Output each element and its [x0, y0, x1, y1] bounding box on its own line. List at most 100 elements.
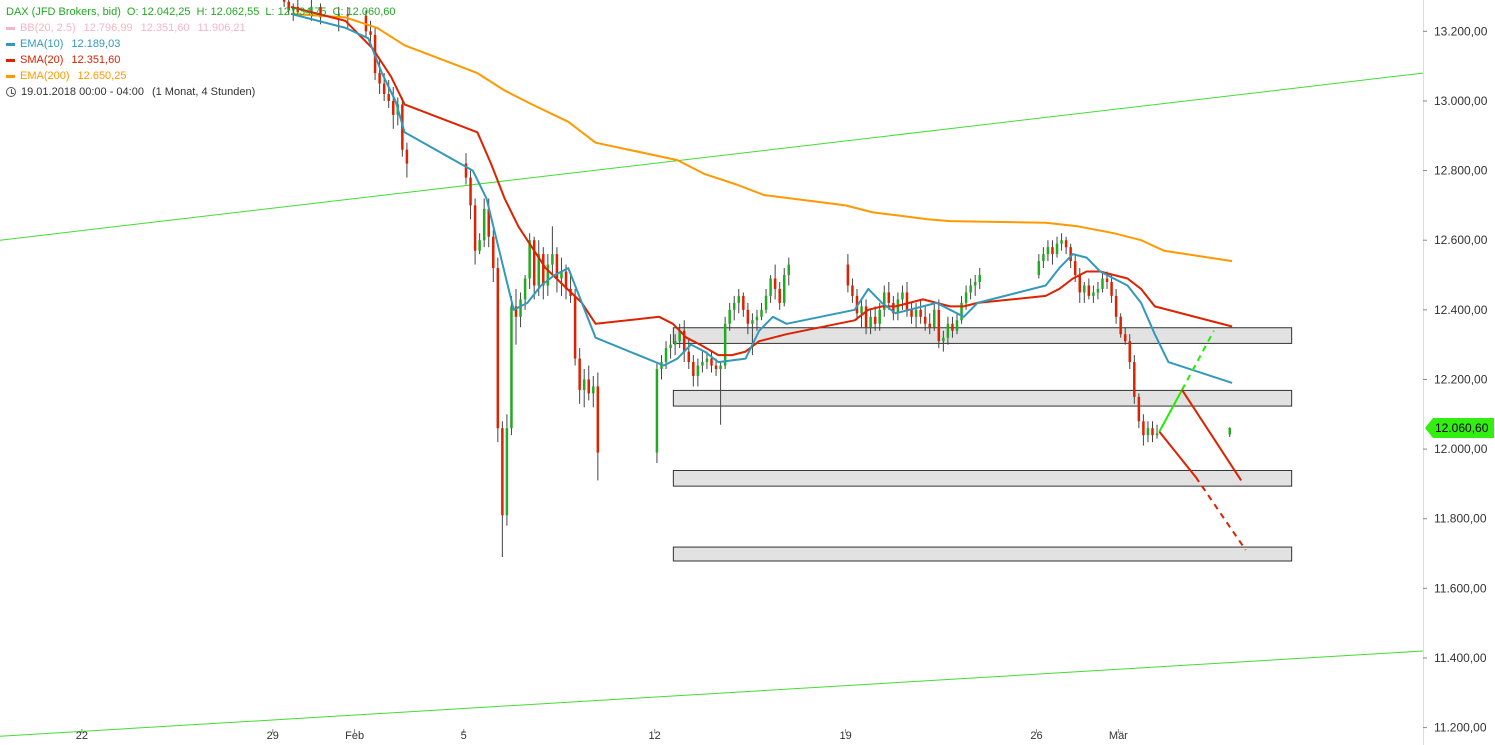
candle	[551, 226, 554, 276]
moving-averages	[290, 6, 1233, 384]
candle	[578, 348, 581, 404]
candle	[914, 302, 918, 328]
candle-body	[1146, 428, 1150, 436]
candle-body	[687, 351, 691, 363]
candle	[473, 198, 477, 265]
x-tick-label: 26	[1030, 730, 1042, 742]
ema10-line	[290, 12, 1233, 384]
ohlc-open-value: 12.042,25	[141, 6, 191, 18]
candle	[933, 302, 936, 331]
ohlc-low-label: L:	[265, 6, 275, 18]
candle	[760, 302, 763, 321]
candle	[1155, 424, 1159, 439]
candle	[728, 302, 731, 331]
candle	[782, 268, 786, 307]
candle-body	[382, 83, 386, 94]
candle	[955, 313, 959, 335]
candle-body	[723, 323, 727, 366]
candle-body	[478, 240, 481, 251]
candle	[505, 414, 509, 526]
candle	[773, 264, 777, 300]
sma20-line	[290, 6, 1233, 357]
candle-body	[1069, 247, 1072, 262]
candle-body	[1133, 362, 1136, 397]
candle	[482, 198, 486, 248]
candle-body	[732, 302, 736, 310]
candle-body	[964, 292, 968, 303]
candle	[560, 257, 563, 296]
candle	[464, 153, 468, 185]
candle	[596, 372, 600, 481]
ohlc-high-value: 12.062,55	[210, 6, 260, 18]
candle-body	[492, 236, 495, 269]
candle	[1078, 268, 1082, 303]
candle-body	[692, 362, 695, 376]
candle-body	[787, 264, 791, 276]
candle-body	[1151, 428, 1154, 436]
candle	[755, 309, 759, 331]
candle	[978, 268, 981, 289]
candle	[282, 0, 286, 7]
candle	[692, 355, 695, 387]
candle-body	[596, 386, 600, 453]
candle	[864, 299, 868, 335]
candle-body	[892, 302, 895, 314]
candle-body	[310, 6, 313, 13]
candle-body	[901, 292, 904, 300]
candle	[1092, 285, 1095, 303]
candle-body	[501, 428, 504, 516]
candle-body	[1092, 292, 1095, 296]
clock-icon	[6, 87, 16, 97]
bb-swatch	[6, 26, 15, 30]
candle	[764, 288, 768, 314]
candle	[1123, 327, 1127, 345]
candle-body	[664, 348, 668, 363]
candle-body	[487, 208, 490, 237]
candle-body	[482, 208, 486, 241]
candle-body	[773, 278, 777, 289]
candle-body	[751, 320, 754, 324]
candle-body	[496, 268, 500, 429]
last-price-label: 12.060,60	[1435, 421, 1489, 435]
legend-bb[interactable]: BB(20, 2.5) 12.796,99 12.351,60 11.906,2…	[6, 20, 395, 36]
candle	[1101, 271, 1104, 293]
candle	[883, 285, 886, 317]
candle	[737, 288, 741, 314]
legend-ema10[interactable]: EMA(10) 12.189,03	[6, 36, 395, 52]
candle	[1083, 281, 1086, 303]
candle-body	[319, 6, 322, 18]
sma20-swatch	[6, 58, 15, 62]
candle-body	[955, 320, 959, 331]
candle	[960, 295, 963, 324]
y-tick-label: 12.200,00	[1434, 372, 1488, 386]
candle-body	[564, 271, 568, 289]
candle-body	[519, 299, 522, 317]
candle-body	[346, 13, 350, 16]
candle	[592, 375, 595, 408]
candle-body	[392, 100, 395, 115]
candle-body	[510, 306, 513, 429]
legend-ema200[interactable]: EMA(200) 12.650,25	[6, 68, 395, 84]
candle	[469, 170, 472, 220]
candle	[687, 337, 691, 370]
candle	[514, 288, 518, 345]
x-tick-label: 22	[76, 730, 88, 742]
candle	[1060, 233, 1063, 251]
y-tick-label: 13.000,00	[1434, 94, 1488, 108]
candle-body	[914, 309, 918, 317]
candle	[1142, 414, 1145, 446]
candle-body	[682, 330, 686, 352]
candle	[669, 334, 672, 359]
candle-body	[669, 344, 672, 349]
candle-body	[1119, 316, 1122, 335]
y-axis: 11.200,00 11.400,00 11.600,00 11.800,00 12.0…	[1423, 0, 1495, 745]
candle	[387, 80, 390, 108]
ema200-value: 12.650,25	[77, 70, 127, 82]
candle-body	[387, 93, 390, 101]
candle-body	[473, 205, 477, 251]
candle-body	[869, 316, 872, 328]
legend-sma20[interactable]: SMA(20) 12.351,60	[6, 52, 395, 68]
projection-line-4	[1158, 431, 1197, 478]
candle	[1119, 313, 1122, 338]
candle-body	[592, 386, 595, 394]
